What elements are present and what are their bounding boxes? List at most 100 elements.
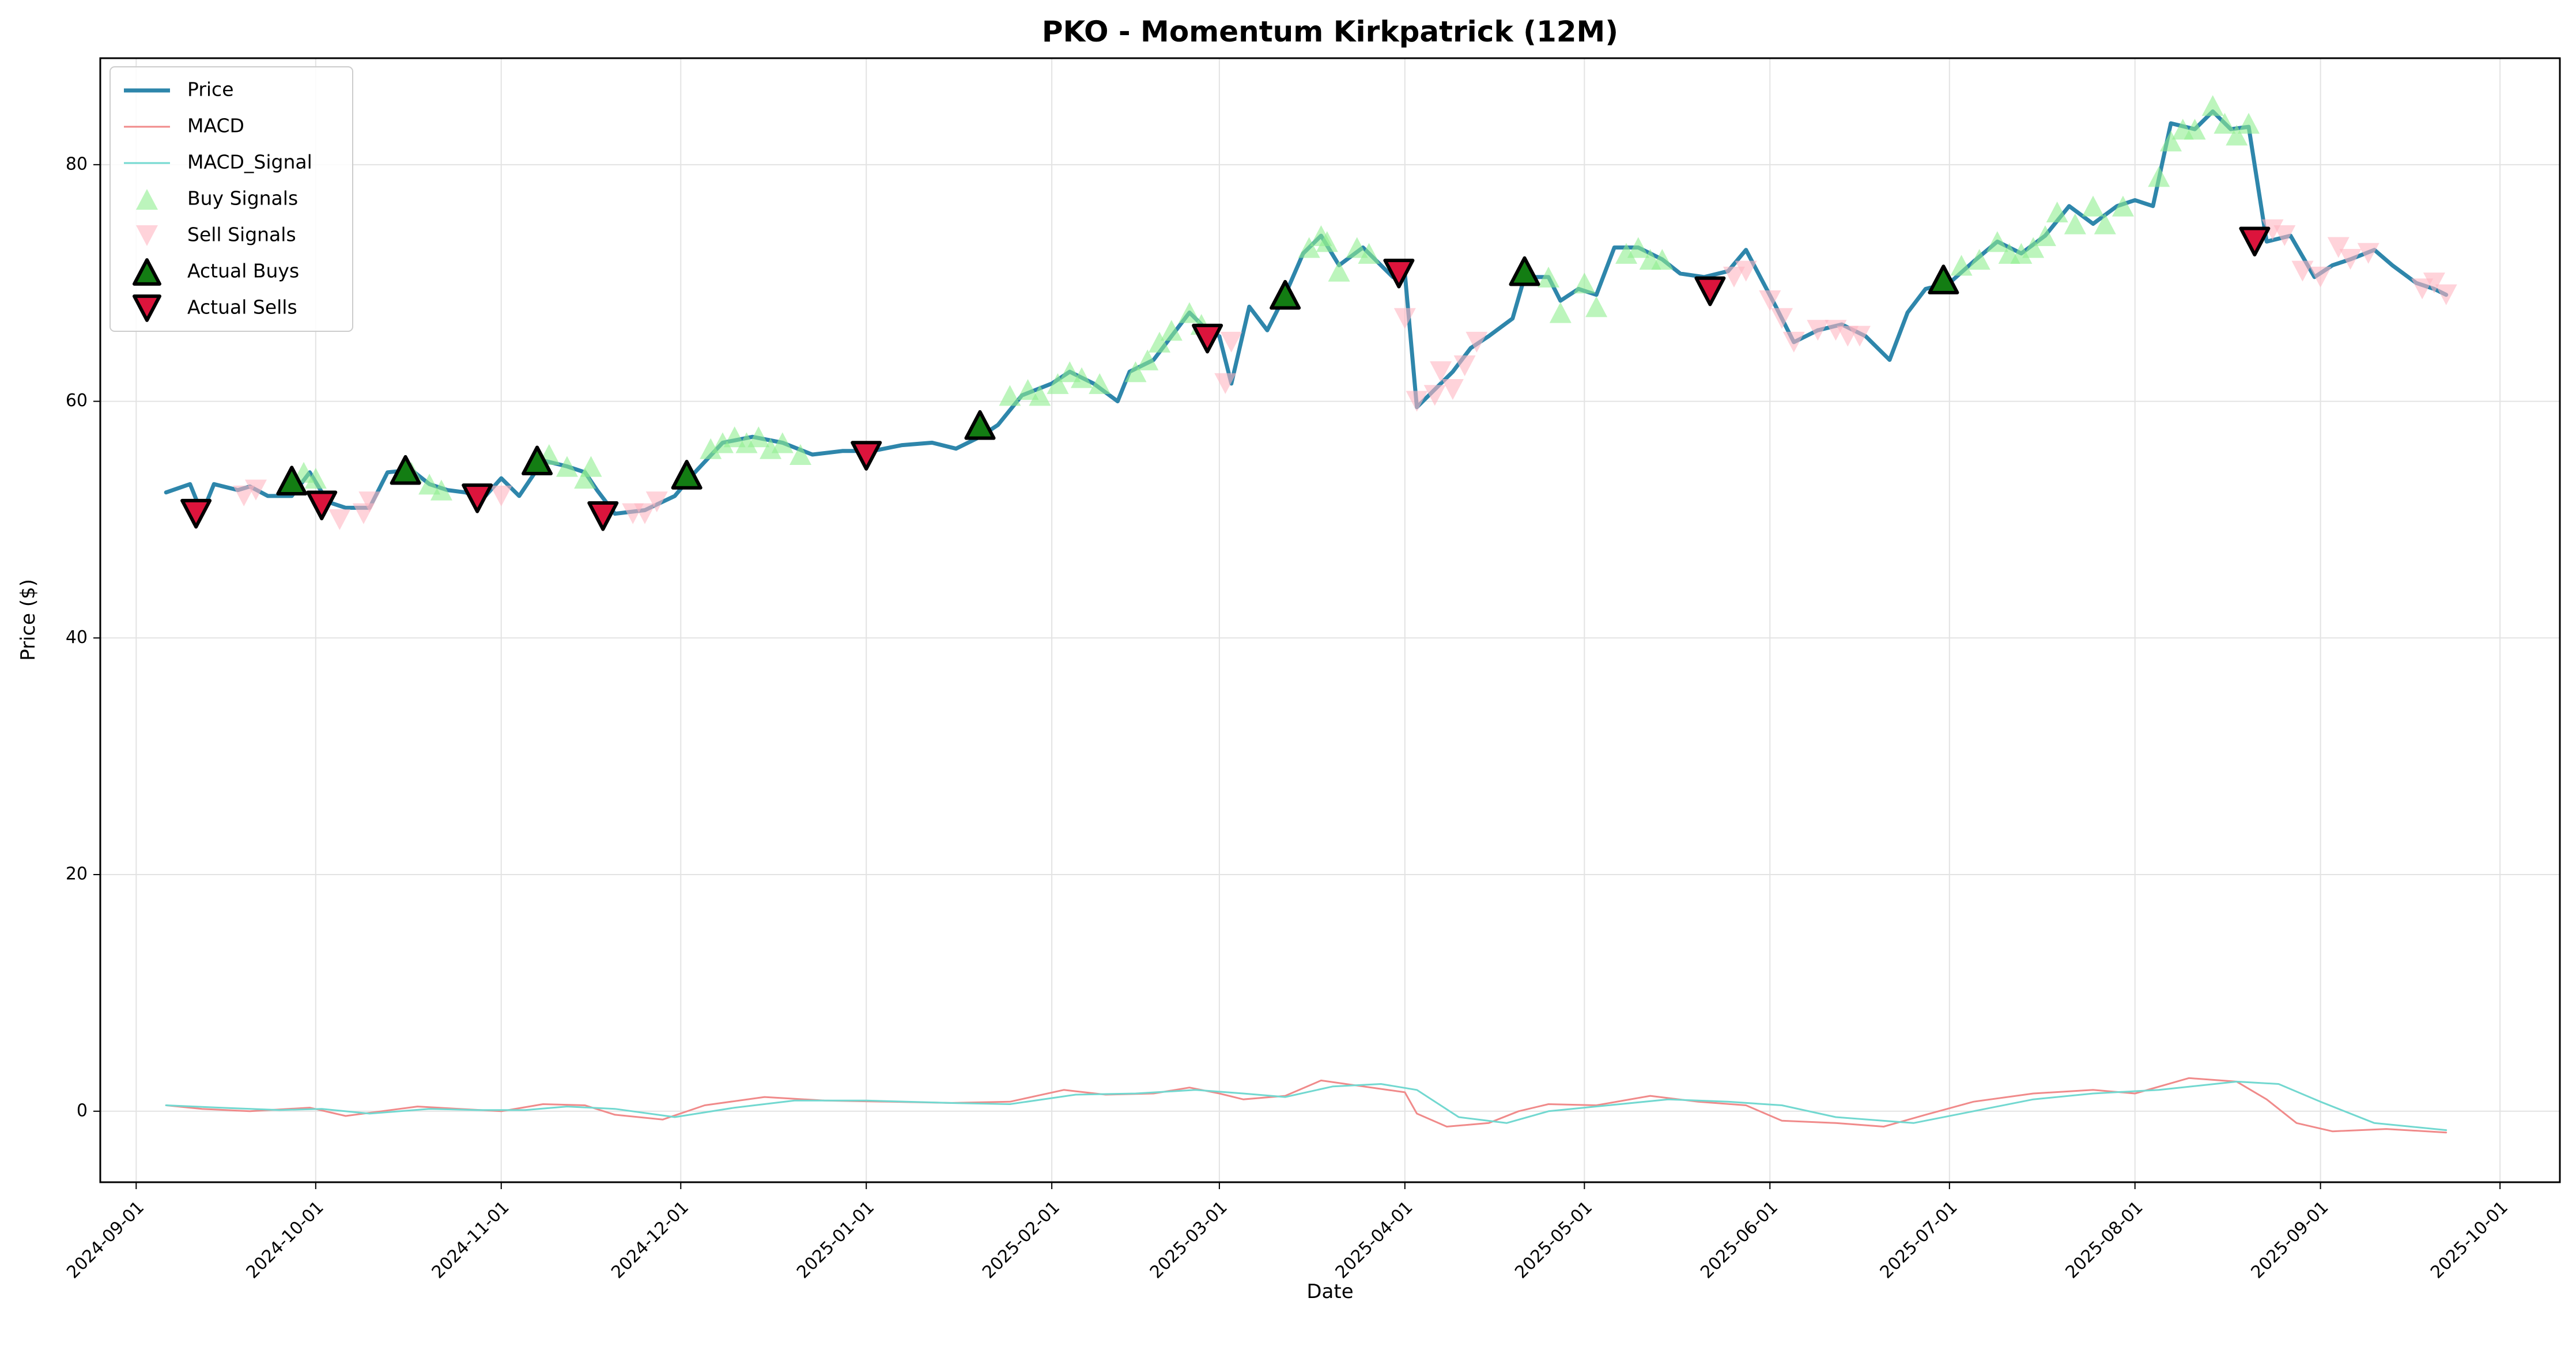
actual-buy-marker [522,445,553,476]
buy-signal-marker [2094,213,2116,234]
buy-signal-marker [2064,213,2086,234]
actual-buy-marker [1509,256,1540,286]
sell-signal-marker [2411,278,2434,300]
legend-label-price: Price [187,78,234,101]
buy-signal-marker [2226,124,2248,146]
buy-signal-marker [2046,201,2068,223]
buy-signal-marker [2112,195,2134,217]
sell-signal-marker [1430,361,1452,383]
sell-signal-marker [328,509,351,530]
legend-label-buy-signal: Buy Signals [187,187,298,210]
buy-signal-marker [556,456,578,477]
sell-signal-marker [1807,320,1829,341]
sell-signal-marker [1393,308,1416,329]
y-tick-label: 80 [66,154,88,174]
sell-signal-marker [1723,266,1745,287]
buy-signal-marker [1047,373,1069,394]
sell-signal-marker [2291,260,2314,282]
series-line-macd-signal [165,1080,2447,1132]
y-tick-label: 40 [66,627,88,648]
legend-swatch-actual-sell [133,294,161,322]
buy-signal-marker [1950,255,1973,276]
sell-signal-marker [358,491,381,513]
sell-signal-marker [1735,260,1757,282]
sell-signal-marker [2273,225,2296,247]
legend-swatch-buy-signal [136,188,158,210]
sell-signal-marker [2327,237,2350,258]
y-tick-label: 60 [66,391,88,411]
buy-signal-marker [1136,349,1159,370]
sell-signal-marker [1406,391,1428,412]
actual-buy-marker [964,410,996,440]
buy-signal-marker [1615,243,1638,264]
actual-sell-marker [2239,226,2271,257]
markers-layer [180,95,2457,531]
actual-buy-marker [390,455,421,485]
legend: Price MACD MACD_Signal Buy Signals Sell Sign… [109,66,353,332]
sell-signal-marker [1759,290,1781,312]
buy-signal-marker [999,385,1021,406]
plot-frame [99,57,2561,1183]
buy-signal-marker [1968,249,1990,270]
actual-buy-marker [1270,279,1301,310]
sell-signal-marker [490,485,512,506]
buy-signal-marker [418,474,441,495]
buy-signal-marker [1160,320,1183,341]
actual-sell-marker [462,483,493,513]
buy-signal-marker [723,426,746,448]
buy-signal-marker [304,468,327,489]
sell-signal-marker [2435,284,2457,305]
actual-sell-marker [306,490,338,521]
buy-signal-marker [1017,379,1039,400]
sell-signal-marker [233,485,255,506]
y-tick-label: 20 [66,864,88,884]
buy-signal-marker [2201,95,2224,116]
actual-buy-marker [671,460,702,490]
buy-signal-marker [1178,302,1200,323]
actual-sell-marker [1694,276,1726,307]
legend-label-sell-signal: Sell Signals [187,224,296,246]
buy-signal-marker [711,432,734,453]
sell-signal-marker [1771,308,1793,329]
buy-signal-marker [1346,237,1368,258]
legend-swatch-actual-buy [133,258,161,286]
buy-signal-marker [1149,331,1171,353]
actual-sell-marker [1383,258,1415,289]
buy-signal-marker [771,432,794,453]
actual-sell-marker [587,501,619,531]
buy-signal-marker [1549,302,1572,323]
buy-signal-marker [2034,225,2056,247]
sell-signal-marker [2423,273,2445,294]
sell-signal-marker [2357,243,2379,264]
buy-signal-marker [1538,266,1560,287]
sell-signal-marker [2309,266,2332,287]
y-tick-label: 0 [77,1100,88,1121]
buy-signal-marker [430,479,452,501]
y-axis-ticks: 0 20 40 60 80 [66,154,100,1121]
buy-signal-marker [1089,373,1111,394]
sell-signal-marker [2261,219,2284,240]
sell-signal-marker [1849,326,1871,347]
sell-signal-marker [244,479,267,501]
buy-signal-marker [2160,130,2182,152]
buy-signal-marker [1651,249,1674,270]
buy-signal-marker [1627,237,1649,258]
actual-buy-marker [276,466,308,495]
buy-signal-marker [2184,119,2206,140]
buy-signal-marker [789,444,811,466]
sell-signal-marker [645,491,668,513]
y-axis-label: Price ($) [17,579,40,661]
buy-signal-marker [2148,166,2170,187]
buy-signal-marker [2010,243,2033,264]
sell-signal-marker [2339,249,2362,270]
buy-signal-marker [1585,296,1608,317]
sell-signal-marker [1214,373,1237,394]
buy-signal-marker [1573,273,1596,294]
buy-signal-marker [700,438,722,459]
sell-signal-marker [1465,331,1488,353]
buy-signal-marker [760,438,782,459]
legend-label-actual-buy: Actual Buys [187,260,299,282]
buy-signal-marker [2022,237,2045,258]
